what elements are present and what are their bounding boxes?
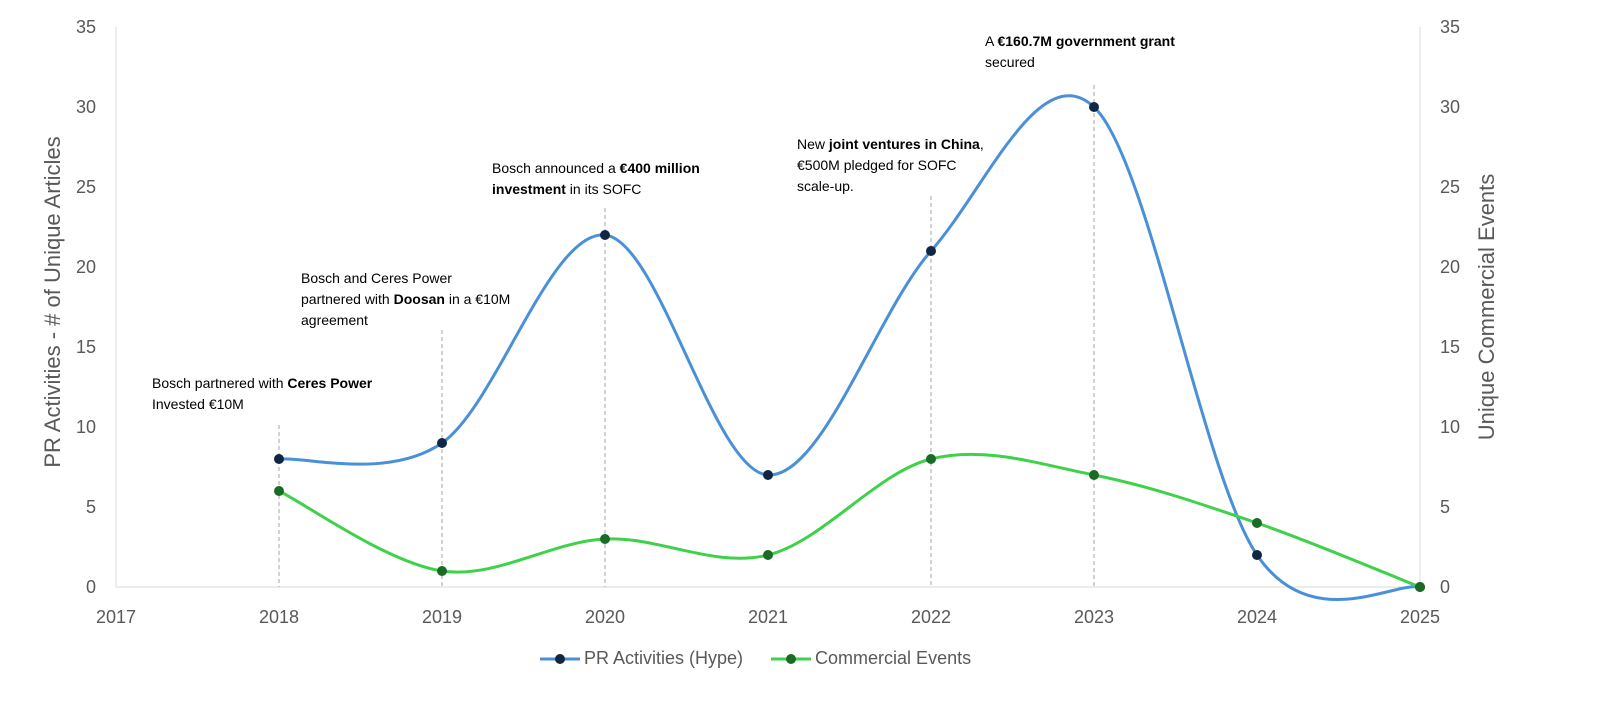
annotation-text: , [979,136,984,152]
data-point-pr-2019 [437,438,447,448]
annotation-line: secured [985,52,1175,73]
annotation-2020: Bosch announced a €400 million investment… [492,158,700,200]
x-tick: 2025 [1400,607,1440,627]
annotation-line: partnered with Doosan in a €10M [301,289,510,310]
data-point-pr-2023 [1089,102,1099,112]
y-tick-left: 0 [86,577,96,597]
data-point-pr-2022 [926,246,936,256]
annotation-line: agreement [301,310,510,331]
annotation-emphasis: joint ventures in China [828,136,980,152]
y-axis-title-right: Unique Commercial Events [1474,174,1499,441]
data-point-pr-2020 [600,230,610,240]
x-tick: 2019 [422,607,462,627]
annotation-line: Bosch announced a €400 million [492,158,700,179]
series-line-pr [278,94,1421,601]
data-point-commercial-2024 [1252,518,1262,528]
annotation-text: Bosch and Ceres Power [301,270,452,286]
data-point-commercial-2021 [763,550,773,560]
x-tick: 2023 [1074,607,1114,627]
y-tick-left: 20 [76,257,96,277]
annotation-emphasis: Doosan [393,291,445,307]
y-tick-left: 5 [86,497,96,517]
series-line-commercial [278,452,1421,589]
y-axis-title-left: PR Activities - # of Unique Articles [40,136,65,467]
data-point-commercial-2025 [1415,582,1425,592]
annotation-text: partnered with [301,291,394,307]
legend-item-commercial: Commercial Events [771,648,971,669]
annotation-line: €500M pledged for SOFC [797,155,984,176]
y-tick-right: 35 [1440,17,1460,37]
annotation-2022: New joint ventures in China, €500M pledge… [797,134,984,197]
legend-marker-pr [540,653,580,664]
annotation-text: Bosch announced a [492,160,620,176]
annotation-text: A [985,33,998,49]
y-tick-left: 10 [76,417,96,437]
annotation-2023: A €160.7M government grant secured [985,31,1175,73]
annotation-line: scale-up. [797,176,984,197]
annotation-line: Invested €10M [152,394,372,415]
x-tick: 2021 [748,607,788,627]
annotation-text: €500M pledged for SOFC [797,157,957,173]
data-point-pr-2021 [763,470,773,480]
annotation-line: A €160.7M government grant [985,31,1175,52]
data-point-commercial-2022 [926,454,936,464]
annotation-emphasis: €400 million [619,160,700,176]
annotation-2018: Bosch partnered with Ceres Power Invested… [152,373,372,415]
annotation-line: New joint ventures in China, [797,134,984,155]
y-tick-right: 0 [1440,577,1450,597]
annotation-line: investment in its SOFC [492,179,700,200]
y-tick-left: 35 [76,17,96,37]
legend-label-pr: PR Activities (Hype) [584,648,744,668]
annotation-2019: Bosch and Ceres Power partnered with Doos… [301,268,510,331]
legend-marker-commercial [771,653,812,664]
x-tick: 2022 [911,607,951,627]
y-tick-right: 20 [1440,257,1460,277]
data-point-commercial-2019 [437,566,447,576]
annotation-text: Bosch partnered with [152,375,288,391]
y-tick-left: 30 [76,97,96,117]
y-tick-right: 5 [1440,497,1450,517]
y-tick-right: 15 [1440,337,1460,357]
x-tick: 2020 [585,607,625,627]
legend: PR Activities (Hype) Commercial Events [540,648,971,669]
y-tick-right: 25 [1440,177,1460,197]
annotation-text: secured [985,54,1035,70]
annotation-emphasis: investment [492,181,566,197]
x-tick: 2024 [1237,607,1277,627]
y-tick-left: 15 [76,337,96,357]
annotation-line: Bosch partnered with Ceres Power [152,373,372,394]
annotation-text: scale-up. [797,178,854,194]
annotation-text: in its SOFC [565,181,642,197]
data-point-commercial-2020 [600,534,610,544]
data-point-pr-2024 [1252,550,1262,560]
annotation-emphasis: Ceres Power [287,375,373,391]
annotation-text: agreement [301,312,368,328]
y-tick-right: 30 [1440,97,1460,117]
legend-label-commercial: Commercial Events [815,648,972,668]
annotation-text: Invested €10M [152,396,244,412]
legend-item-pr: PR Activities (Hype) [540,648,743,669]
data-point-commercial-2023 [1089,470,1099,480]
x-tick: 2017 [96,607,136,627]
x-tick: 2018 [259,607,299,627]
annotation-emphasis: €160.7M government grant [997,33,1175,49]
annotation-line: Bosch and Ceres Power [301,268,510,289]
annotation-text: in a €10M [444,291,511,307]
data-point-pr-2018 [274,454,284,464]
y-tick-left: 25 [76,177,96,197]
y-tick-right: 10 [1440,417,1460,437]
data-point-commercial-2018 [274,486,284,496]
annotation-text: New [797,136,829,152]
